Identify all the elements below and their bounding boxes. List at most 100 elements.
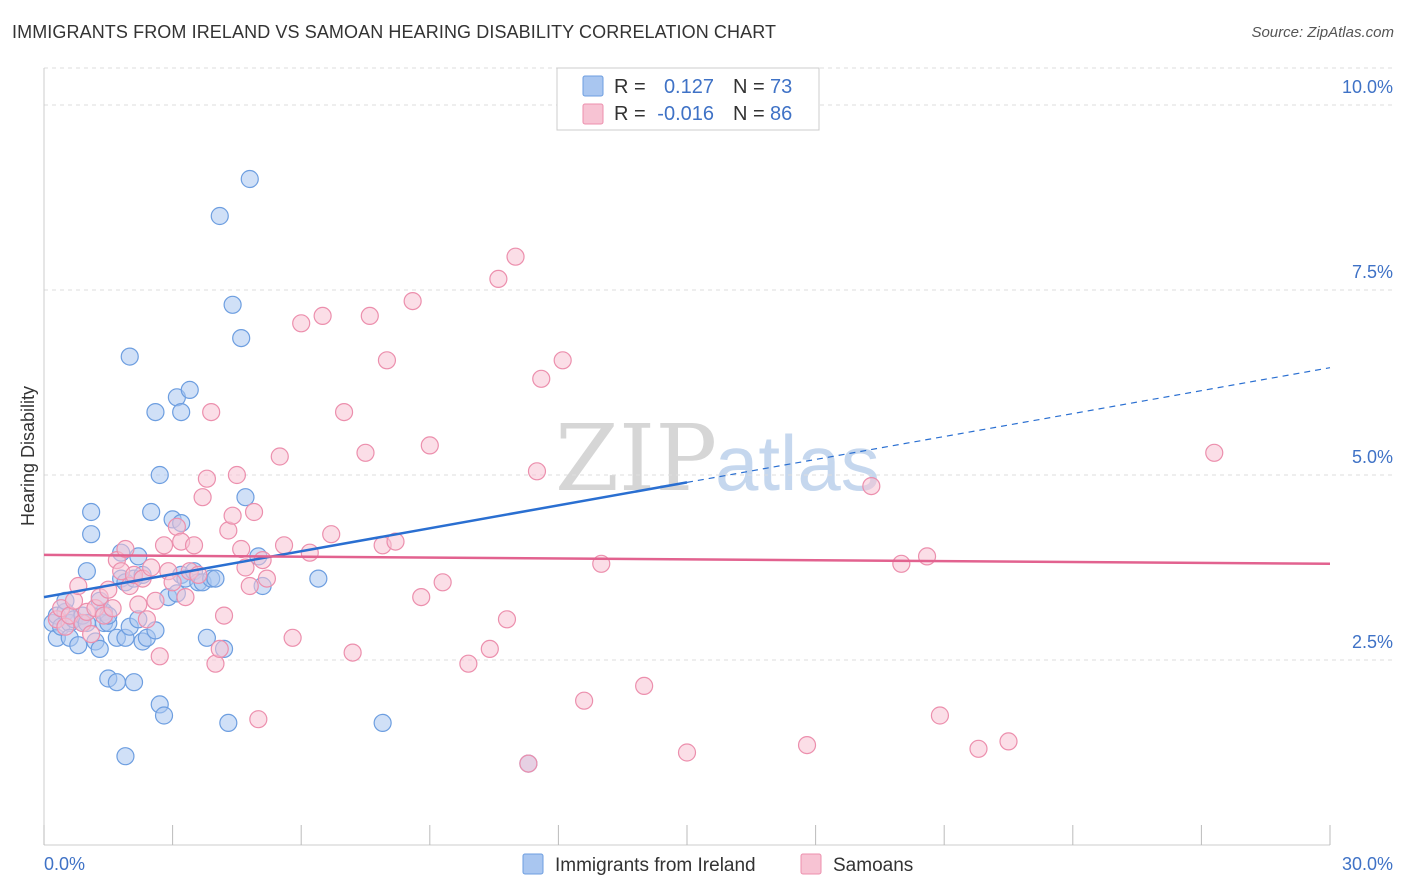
ireland-trend-extension bbox=[686, 367, 1331, 483]
samoan-point bbox=[150, 647, 169, 666]
legend-swatch-samoan bbox=[582, 103, 604, 125]
legend-n-label-samoan: N = bbox=[733, 103, 765, 125]
ireland-point bbox=[82, 502, 101, 522]
samoan-point bbox=[300, 543, 319, 562]
ireland-point bbox=[146, 403, 165, 422]
samoan-point bbox=[635, 676, 654, 696]
samoan-point bbox=[334, 403, 354, 422]
samoan-point bbox=[930, 706, 950, 725]
samoan-point bbox=[82, 624, 101, 644]
samoan-point bbox=[480, 639, 499, 659]
x-tick-label-max: 30.0% bbox=[1342, 854, 1393, 874]
samoan-point bbox=[999, 732, 1018, 751]
samoan-point bbox=[223, 506, 242, 525]
samoan-point bbox=[892, 554, 911, 573]
legend-swatch-ireland bbox=[582, 75, 604, 97]
samoan-point bbox=[377, 351, 397, 370]
bottom-legend-swatch-samoan bbox=[800, 853, 822, 875]
samoan-point bbox=[244, 502, 264, 522]
samoan-point bbox=[202, 403, 221, 422]
samoan-point bbox=[210, 639, 229, 659]
samoan-point bbox=[197, 469, 216, 488]
ireland-point bbox=[69, 636, 88, 655]
y-tick-label: 5.0% bbox=[1352, 447, 1393, 467]
legend-n-label-ireland: N = bbox=[733, 76, 765, 98]
samoan-point bbox=[360, 306, 379, 325]
watermark: ZIP atlas bbox=[555, 405, 880, 512]
samoan-point bbox=[356, 443, 375, 462]
samoan-point bbox=[433, 573, 452, 592]
samoan-point bbox=[184, 536, 204, 555]
samoan-point bbox=[137, 610, 156, 629]
samoan-point bbox=[1205, 443, 1224, 462]
samoan-point bbox=[862, 477, 881, 496]
samoan-point bbox=[527, 462, 547, 481]
y-tick-label: 2.5% bbox=[1352, 632, 1393, 652]
trend-lines bbox=[43, 367, 1331, 599]
legend-r-label-ireland: R = bbox=[614, 76, 646, 98]
bottom-legend-swatch-ireland bbox=[522, 853, 544, 875]
ireland-point bbox=[116, 747, 135, 766]
bottom-legend-label-samoan: Samoans bbox=[833, 855, 913, 876]
legend-r-value-ireland: 0.127 bbox=[664, 76, 714, 98]
ireland-point bbox=[142, 502, 161, 522]
ireland-point bbox=[219, 713, 238, 733]
legend-r-label-samoan: R = bbox=[614, 103, 646, 125]
samoan-point bbox=[403, 292, 422, 311]
ireland-point bbox=[180, 380, 199, 399]
ireland-point bbox=[172, 403, 191, 422]
ireland-point bbox=[232, 329, 251, 348]
y-tick-label: 10.0% bbox=[1342, 77, 1393, 97]
y-tick-label: 7.5% bbox=[1352, 262, 1393, 282]
y-tick-labels: 2.5% 5.0% 7.5% 10.0% bbox=[1342, 77, 1393, 652]
samoan-point bbox=[176, 587, 195, 607]
samoan-point bbox=[532, 369, 551, 388]
legend-r-value-samoan: -0.016 bbox=[657, 103, 714, 125]
samoan-point bbox=[917, 547, 937, 566]
samoan-point bbox=[274, 536, 294, 555]
samoan-point bbox=[270, 447, 289, 466]
samoan-point bbox=[497, 610, 517, 629]
bottom-legend-label-ireland: Immigrants from Ireland bbox=[555, 855, 756, 876]
samoan-point bbox=[322, 525, 341, 544]
bottom-legend: Immigrants from Ireland Samoans bbox=[522, 853, 913, 876]
samoan-point bbox=[142, 558, 161, 577]
legend-n-value-ireland: 73 bbox=[770, 76, 792, 98]
samoan-point bbox=[313, 306, 332, 325]
ireland-trend-line bbox=[43, 481, 688, 599]
samoan-point bbox=[575, 691, 594, 710]
samoan-point bbox=[227, 465, 246, 485]
x-ticks bbox=[43, 825, 1331, 845]
samoan-point bbox=[193, 488, 212, 507]
samoan-point bbox=[283, 628, 302, 647]
samoan-point bbox=[154, 536, 174, 555]
samoan-point bbox=[420, 436, 439, 455]
ireland-point bbox=[240, 169, 259, 189]
ireland-point bbox=[206, 569, 225, 588]
x-tick-label-min: 0.0% bbox=[44, 854, 85, 874]
series-ireland-points bbox=[43, 169, 538, 773]
ireland-point bbox=[90, 639, 109, 659]
samoan-point bbox=[506, 247, 525, 266]
samoan-point bbox=[797, 735, 817, 755]
samoan-point bbox=[459, 654, 478, 673]
ireland-point bbox=[120, 347, 139, 366]
samoan-point bbox=[677, 743, 697, 762]
watermark-zip: ZIP bbox=[555, 405, 717, 512]
ireland-point bbox=[197, 628, 216, 647]
samoan-point bbox=[232, 539, 251, 559]
legend-n-value-samoan: 86 bbox=[770, 103, 792, 125]
samoan-point bbox=[553, 351, 572, 370]
y-axis-label: Hearing Disability bbox=[18, 386, 38, 526]
samoan-point bbox=[412, 587, 431, 607]
samoan-point bbox=[116, 539, 135, 559]
samoan-point bbox=[292, 314, 311, 333]
ireland-point bbox=[373, 713, 392, 733]
samoan-point bbox=[146, 591, 165, 610]
ireland-point bbox=[223, 295, 242, 314]
ireland-point bbox=[309, 569, 328, 588]
samoan-point bbox=[969, 739, 988, 758]
samoan-point bbox=[343, 643, 362, 662]
ireland-point bbox=[107, 673, 126, 692]
